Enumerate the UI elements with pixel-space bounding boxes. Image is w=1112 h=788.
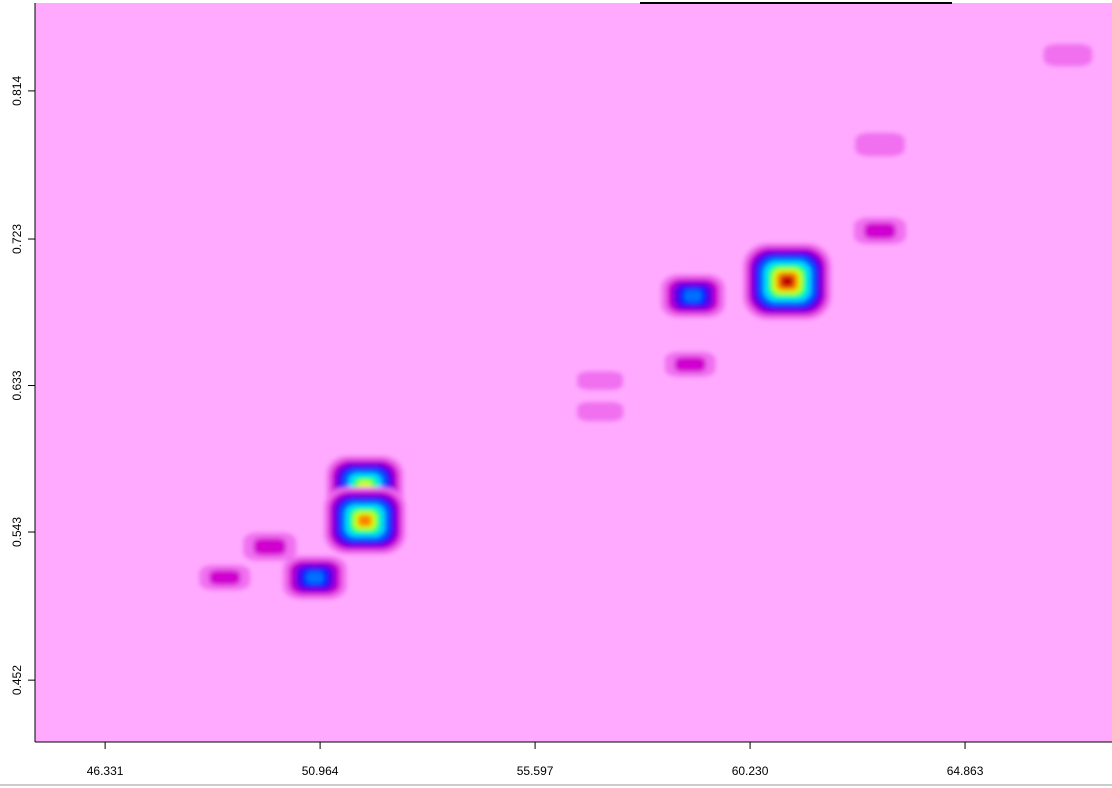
peak-level [577, 371, 624, 390]
y-tick-label: 0.814 [10, 76, 24, 106]
y-tick-label: 0.452 [10, 665, 24, 695]
peak-level [674, 356, 706, 373]
y-tick-label: 0.723 [10, 224, 24, 254]
y-tick-label: 0.543 [10, 517, 24, 547]
peak-level [1043, 44, 1093, 67]
peak-level [780, 275, 794, 288]
peak-level [577, 402, 624, 422]
x-tick-label: 60.230 [732, 764, 769, 778]
peak-level [683, 289, 703, 303]
peak-level [305, 571, 324, 584]
plot-area [35, 3, 1112, 742]
peak-level [253, 538, 287, 556]
peak-level [358, 515, 372, 527]
x-tick-label: 64.863 [947, 764, 984, 778]
peaks [199, 44, 1093, 600]
peak-level [209, 569, 241, 586]
y-tick-label: 0.633 [10, 370, 24, 400]
x-tick-label: 55.597 [517, 764, 554, 778]
x-tick-label: 50.964 [302, 764, 339, 778]
x-tick-label: 46.331 [87, 764, 124, 778]
peak-level [855, 133, 905, 157]
peak-level [864, 222, 896, 240]
